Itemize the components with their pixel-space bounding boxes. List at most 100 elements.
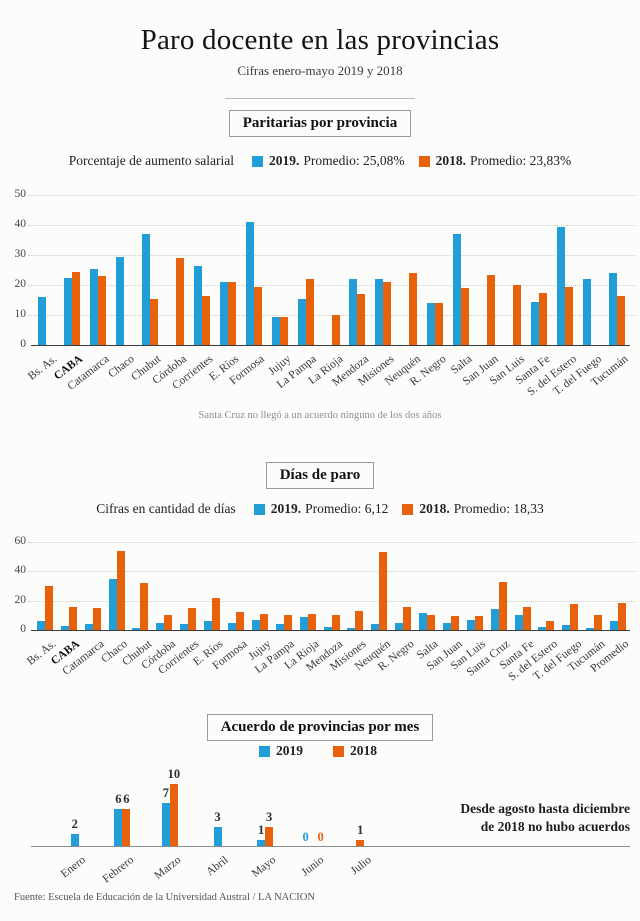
legend-item-2019: 2019 (259, 743, 307, 759)
bar-2019 (257, 839, 266, 846)
bar-2018 (305, 279, 314, 345)
page-subtitle: Cifras enero-mayo 2019 y 2018 (237, 63, 403, 78)
chart-annotation-line1: Desde agosto hasta diciembre (460, 801, 630, 816)
x-axis-label: Junio (299, 854, 327, 879)
legend-detail-2018: Promedio: 18,33 (453, 501, 544, 516)
legend-label-dias: Cifras en cantidad de días (96, 501, 236, 516)
bar-2018 (307, 613, 316, 630)
bar-2019 (219, 282, 228, 345)
legend-acuerdos: 2019 2018 (0, 743, 640, 759)
bar-2019 (271, 316, 280, 345)
bar-value-label: 10 (167, 767, 181, 781)
bar-2018 (539, 292, 548, 345)
bar-2018 (379, 552, 388, 630)
bar-2019 (586, 627, 595, 630)
chart-annotation-line2: de 2018 no hubo acuerdos (480, 818, 630, 834)
zero-value-label: 0 (317, 830, 324, 844)
bar-2018 (435, 303, 444, 345)
y-tick-label: 50 (14, 188, 27, 200)
bar-2019 (204, 621, 213, 630)
bar-2018 (331, 315, 340, 345)
legend-item-2018: 2018. Promedio: 18,33 (402, 501, 544, 517)
gridline (28, 195, 636, 196)
bar-2018 (594, 615, 603, 630)
legend-item-2018: 2018 (333, 743, 381, 759)
bar-2018 (116, 550, 125, 630)
bar-2019 (583, 279, 592, 345)
y-tick-label: 60 (14, 535, 27, 547)
bar-2018 (618, 603, 627, 630)
bar-2019 (275, 624, 284, 630)
legend-year-2018: 2018. (435, 153, 467, 168)
gridline (28, 225, 636, 226)
bar-2019 (37, 297, 46, 345)
bar-2018 (357, 294, 366, 345)
bar-2018 (212, 598, 221, 630)
bar-2019 (108, 578, 117, 630)
legend-swatch-2018-icon (418, 155, 430, 167)
section-title-acuerdos: Acuerdo de provincias por mes (206, 714, 434, 741)
bar-2019 (60, 626, 69, 630)
chart-dias: 0 20 40 60 Bs. As. CABA Catamarca Chaco Chubut Có… (0, 535, 640, 708)
section-header-paritarias: Paritarias por provincia (0, 110, 640, 137)
bar-2018 (164, 615, 173, 630)
bar-2019 (297, 298, 306, 345)
legend-dias: Cifras en cantidad de días 2019. Promedi… (0, 501, 640, 517)
bar-2019 (84, 624, 93, 630)
bar-2018 (546, 621, 555, 630)
bar-2018 (253, 286, 262, 345)
bar-2019 (347, 627, 356, 630)
gridline (28, 285, 636, 286)
bar-2019 (132, 627, 141, 630)
bar-2018 (44, 586, 53, 630)
x-axis-label: Abril (204, 854, 231, 879)
bar-2018 (355, 610, 364, 630)
y-tick-label: 10 (14, 308, 27, 320)
y-tick-label: 20 (14, 593, 27, 606)
bar-2018 (513, 285, 522, 345)
x-axis-label: Febrero (100, 854, 136, 886)
bar-2018 (122, 808, 131, 846)
bar-2018 (487, 274, 496, 345)
source-note: Fuente: Escuela de Educación de la Unive… (14, 892, 315, 903)
bar-2019 (63, 277, 72, 345)
y-tick-label: 20 (14, 278, 27, 290)
bar-2018 (356, 839, 365, 846)
legend-swatch-2019-icon (253, 503, 265, 515)
bar-2019 (375, 279, 384, 345)
legend-item-2018: 2018. Promedio: 23,83% (418, 153, 572, 169)
bar-2019 (251, 620, 260, 630)
axis-baseline (31, 630, 630, 631)
bar-value-label: 2 (71, 816, 78, 831)
zero-value-label: 0 (302, 830, 309, 844)
legend-label-paritarias: Porcentaje de aumento salarial (68, 153, 235, 168)
bar-2019 (557, 226, 566, 345)
bar-2019 (323, 627, 332, 630)
legend-paritarias: Porcentaje de aumento salarial 2019. Pro… (0, 153, 640, 169)
section-header-acuerdos: Acuerdo de provincias por mes (0, 714, 640, 741)
bar-2019 (453, 234, 462, 345)
bar-2019 (156, 623, 165, 630)
bar-2018 (570, 603, 579, 630)
bar-2018 (188, 608, 197, 630)
chart-acuerdos: 2 Enero 6 6 Febrero 7 10 Marzo 3 Abril 1 3 Mayo 0 0 Jun… (0, 756, 640, 885)
bar-2018 (522, 607, 531, 630)
bar-2019 (114, 808, 123, 846)
legend-detail-2019: Promedio: 25,08% (303, 153, 405, 168)
bar-2019 (141, 234, 150, 345)
bar-value-label: 6 (115, 791, 122, 806)
x-axis-label: Mayo (249, 854, 279, 880)
legend-detail-2018: Promedio: 23,83% (470, 153, 572, 168)
legend-year-2019: 2019. (269, 153, 300, 168)
bar-2019 (442, 622, 451, 630)
legend-swatch-2018-icon (402, 503, 414, 515)
gridline (28, 571, 636, 573)
legend-year-2019: 2019. (270, 501, 302, 516)
section-title-dias: Días de paro (265, 462, 375, 489)
bar-value-label: 7 (162, 785, 170, 800)
bar-2019 (227, 623, 236, 630)
x-axis-label: Bs. As. (26, 353, 60, 383)
bar-2019 (245, 222, 254, 345)
gridline (28, 542, 636, 543)
